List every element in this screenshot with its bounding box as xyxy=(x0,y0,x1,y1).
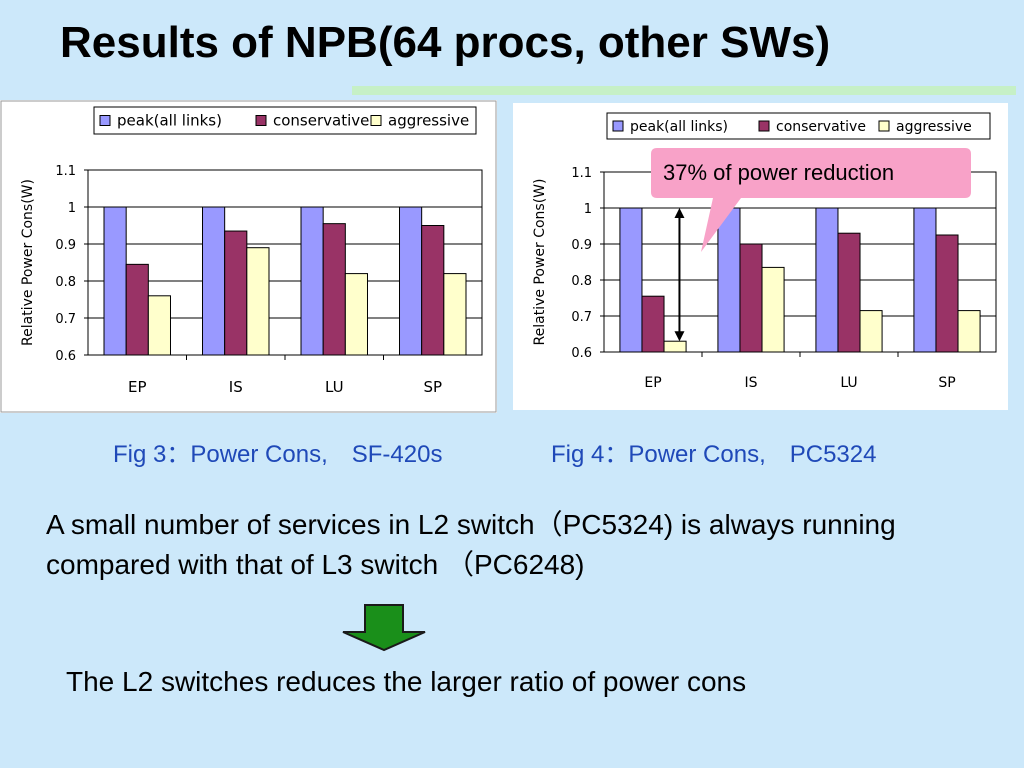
legend-swatch xyxy=(99,115,111,126)
figure-caption-pc5324: Fig 4：Power Cons, PC5324 xyxy=(551,441,877,468)
bar-chart-pc5324: 0.6 0.7 0.8 0.9 1 1.1 EP IS LU SP peak(all links) c… xyxy=(532,112,997,391)
legend-label: aggressive xyxy=(388,112,469,130)
chart-panel-sf420s: 0.6 0.7 0.8 0.9 1 1.1 EP IS LU SP peak(all links) c… xyxy=(0,100,497,413)
bar xyxy=(125,263,149,356)
down-arrow-icon xyxy=(342,604,426,652)
legend-swatch xyxy=(878,120,890,132)
bar xyxy=(421,225,445,356)
y-tick-label: 0.7 xyxy=(55,312,76,327)
bar xyxy=(935,234,959,353)
legend-swatch xyxy=(255,115,267,126)
y-tick-label: 0.9 xyxy=(55,238,76,253)
bar xyxy=(224,230,248,356)
y-tick-label: 0.9 xyxy=(571,238,592,253)
callout-bubble-shape xyxy=(651,148,971,252)
y-tick-label: 0.8 xyxy=(571,274,592,289)
category-label: LU xyxy=(325,378,344,396)
bar-chart-sf420s: 0.6 0.7 0.8 0.9 1 1.1 EP IS LU SP peak(all links) c… xyxy=(0,100,497,413)
body-paragraph: A small number of services in L2 switch（… xyxy=(46,509,896,580)
bar xyxy=(103,206,127,356)
figure-caption-sf420s: Fig 3：Power Cons, SF-420s xyxy=(113,441,443,468)
legend-swatch xyxy=(370,115,382,126)
bar xyxy=(663,340,687,353)
conclusion-text: The L2 switches reduces the larger ratio… xyxy=(66,666,747,697)
category-label: LU xyxy=(840,375,857,391)
legend xyxy=(606,112,991,140)
bar xyxy=(300,206,324,356)
bar xyxy=(202,206,226,356)
y-tick-label: 1 xyxy=(584,202,592,217)
bar xyxy=(859,310,883,353)
bar xyxy=(619,207,643,353)
y-tick-label: 0.7 xyxy=(571,310,592,325)
legend-label: peak(all links) xyxy=(117,112,222,130)
bar xyxy=(344,273,368,356)
bar xyxy=(399,206,423,356)
title-underline xyxy=(352,86,1016,95)
category-label: EP xyxy=(128,378,147,396)
legend-label: conservative xyxy=(273,112,369,130)
bar xyxy=(443,273,467,356)
legend-label: conservative xyxy=(776,119,866,135)
y-tick-label: 0.6 xyxy=(55,349,76,364)
y-tick-label: 1.1 xyxy=(571,166,592,181)
power-reduction-callout: 37% of power reduction xyxy=(651,148,971,252)
legend-swatch xyxy=(758,120,770,132)
reduction-arrow-head-down xyxy=(674,331,685,342)
y-tick-label: 0.8 xyxy=(55,275,76,290)
legend-label: peak(all links) xyxy=(630,119,728,135)
bar xyxy=(246,247,270,356)
category-label: IS xyxy=(229,378,243,396)
slide-title: Results of NPB(64 procs, other SWs) xyxy=(60,18,831,67)
bar xyxy=(322,223,346,356)
y-tick-label: 1 xyxy=(68,201,76,216)
y-axis-label: Relative Power Cons(W) xyxy=(20,179,36,346)
category-label: IS xyxy=(744,375,757,391)
y-tick-label: 0.6 xyxy=(571,346,592,361)
bar xyxy=(837,232,861,353)
category-label: SP xyxy=(938,375,955,391)
chart-frame xyxy=(0,100,497,413)
legend-swatch xyxy=(612,120,624,132)
bar xyxy=(641,295,665,353)
reduction-arrow-head-up xyxy=(674,208,685,218)
bar xyxy=(957,310,981,353)
bar xyxy=(739,243,763,353)
category-label: EP xyxy=(644,375,661,391)
category-label: SP xyxy=(423,378,442,396)
y-axis-label: Relative Power Cons(W) xyxy=(532,179,548,346)
bar xyxy=(147,295,171,356)
legend-label: aggressive xyxy=(896,119,972,135)
y-tick-label: 1.1 xyxy=(55,164,76,179)
callout-text: 37% of power reduction xyxy=(663,160,895,185)
bar xyxy=(761,266,785,353)
legend xyxy=(93,106,477,135)
